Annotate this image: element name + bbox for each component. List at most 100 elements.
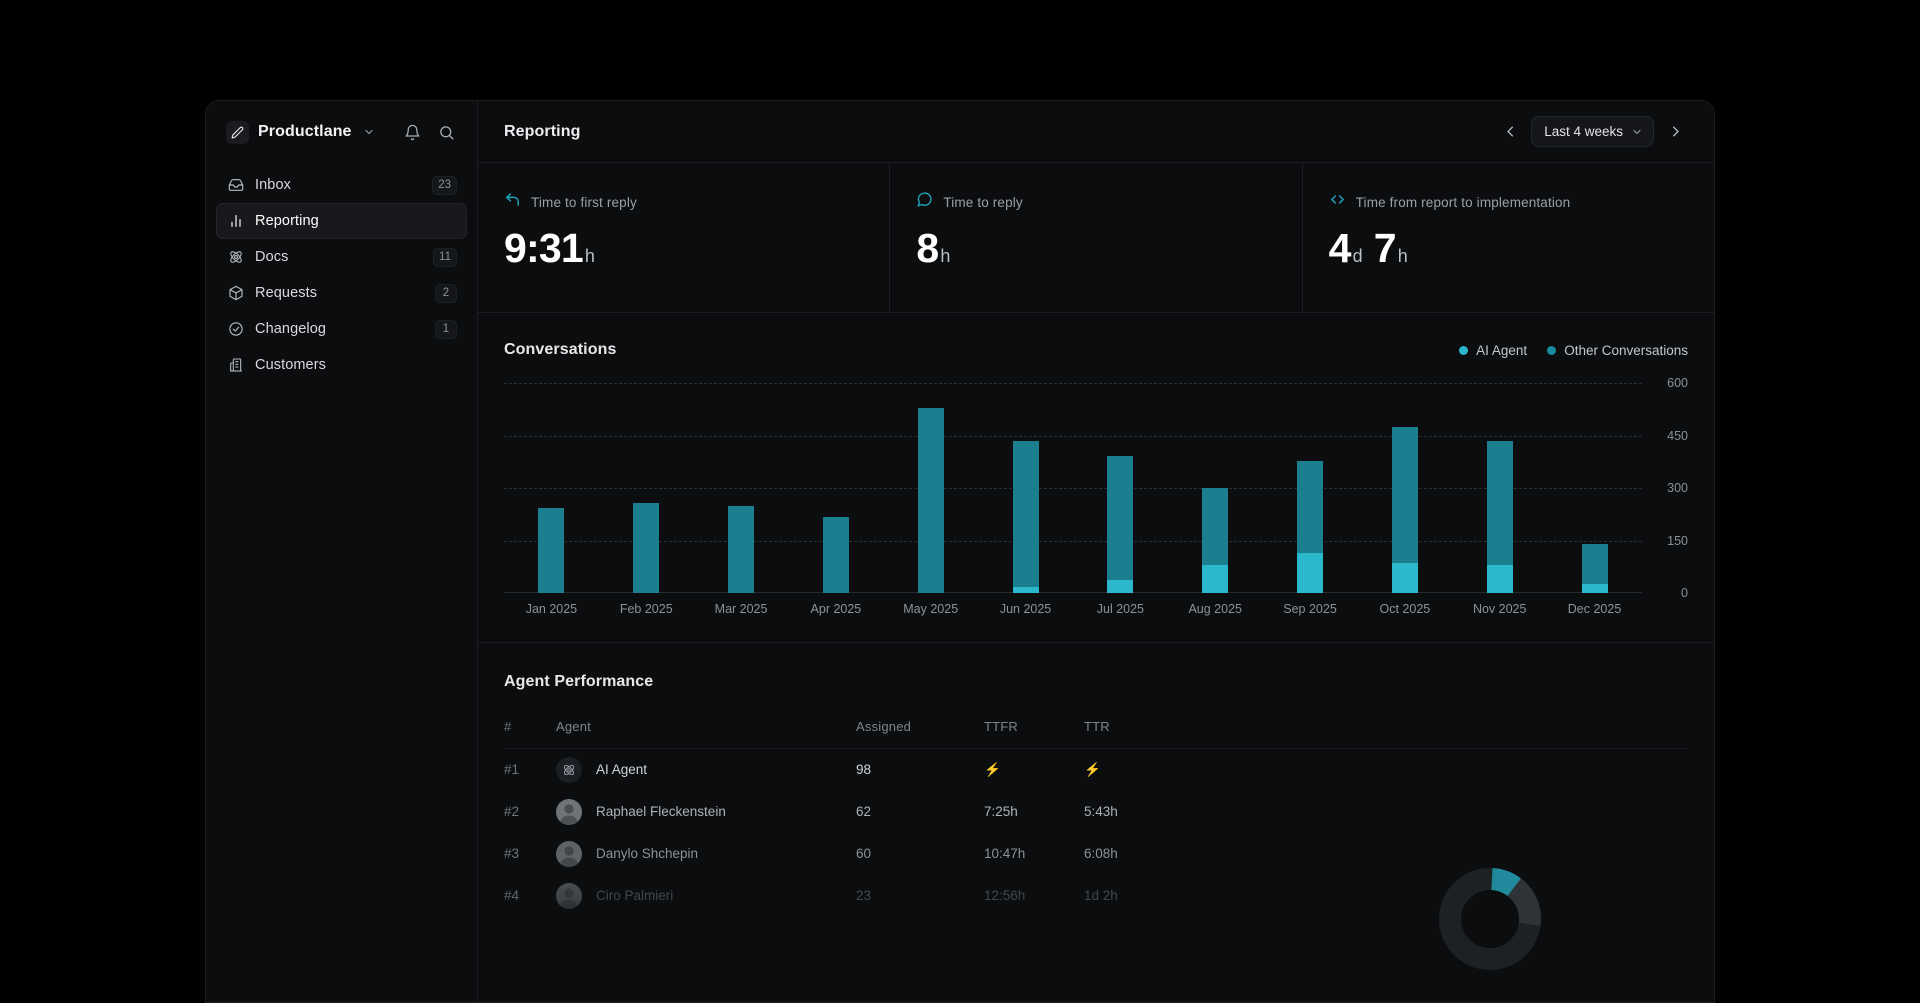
chart-x-tick-label: May 2025 [903,602,959,616]
chart-legend: AI Agent Other Conversations [1459,343,1688,358]
chart-bar-column[interactable] [883,383,978,593]
chart-bar-column[interactable] [788,383,883,593]
chart-x-tick-label: Dec 2025 [1567,602,1622,616]
cell-rank: #4 [504,888,520,903]
metric-number: 8 [916,225,939,271]
sidebar-item-customers[interactable]: Customers [216,347,467,383]
sidebar-item-changelog[interactable]: Changelog 1 [216,311,467,347]
cell-rank: #3 [504,846,520,861]
chart-y-tick-label: 300 [1667,481,1688,495]
chart-bars [504,383,1642,593]
page-title: Reporting [504,122,581,140]
chevron-down-icon [1633,129,1641,134]
workspace-header[interactable]: Productlane [206,101,477,163]
legend-label: Other Conversations [1564,342,1688,358]
legend-swatch [1459,345,1469,355]
atom-icon [227,249,244,266]
sidebar-item-docs[interactable]: Docs 11 [216,239,467,275]
main-content: Reporting Last 4 weeks [478,101,1714,1002]
bar-segment-ai-agent [1391,562,1418,593]
cell-agent: AI Agent [556,749,856,791]
legend-item-ai-agent[interactable]: AI Agent [1459,343,1527,358]
chart-x-axis [504,592,1642,593]
search-icon[interactable] [434,120,459,145]
bar-segment-other-conversations [1012,441,1039,588]
cell-rank: #1 [504,762,520,778]
chart-gridline [504,540,1642,542]
cell-ttr: 6:08h [1084,846,1118,861]
chart-bar-column[interactable] [1263,383,1358,593]
sidebar-item-label: Customers [255,357,326,373]
sidebar-badge-docs: 11 [433,247,457,267]
chart-bar-column[interactable] [1357,383,1452,593]
chart-bar-column[interactable] [504,383,599,593]
chart-bar-column[interactable] [694,383,789,593]
metric-label: Time to reply [943,194,1023,210]
bar-segment-other-conversations [1297,461,1324,553]
sidebar-item-inbox[interactable]: Inbox 23 [216,167,467,203]
table-row[interactable]: #2 Raphael Fleckenstein 62 7:25h 5:43h [504,791,1688,833]
chart-x-labels: Jan 2025 Feb 2025 Mar 2025 Apr 2025 May 2025… [504,602,1688,616]
legend-label: AI Agent [1476,342,1528,358]
chart-x-tick-label: Jan 2025 [525,602,578,616]
chart-y-tick-label: 0 [1681,586,1688,600]
chart-plot-area [504,383,1642,593]
date-range-select[interactable]: Last 4 weeks [1531,116,1654,147]
metric-cards: Time to first reply 9:31 h Time to reply … [478,163,1714,313]
donut-progress-icon [1434,863,1546,980]
chart-x-tick-label: Nov 2025 [1472,602,1527,616]
chart-bar-column[interactable] [599,383,694,593]
chart-x-tick-label: Feb 2025 [619,602,673,616]
metric-label: Time to first reply [531,194,637,210]
bar-segment-other-conversations [917,407,944,593]
cell-rank: #2 [504,804,520,819]
chart-bar-column[interactable] [978,383,1073,593]
agent-name: Ciro Palmieri [596,888,674,903]
chart-bar-column[interactable] [1073,383,1168,593]
cell-ttfr: 12:56h [984,888,1026,903]
column-header-agent: Agent [556,719,591,734]
chart-y-tick-label: 150 [1667,533,1688,548]
avatar [556,798,582,825]
bar-segment-other-conversations [1202,488,1229,565]
top-bar: Reporting Last 4 weeks [478,101,1714,163]
sidebar-badge-changelog: 1 [435,319,457,339]
bar-segment-ai-agent [1107,579,1134,593]
sidebar-fade [206,401,477,1002]
chart-x-tick-label: Mar 2025 [714,602,768,616]
sidebar-item-reporting[interactable]: Reporting [216,203,467,239]
agent-performance-section: Agent Performance # Agent Assigned TTFR … [478,643,1714,1002]
chevron-left-icon[interactable] [1495,117,1525,147]
bar-segment-ai-agent [1486,565,1513,593]
chart-bar-column[interactable] [1452,383,1547,593]
avatar [556,840,582,867]
table-row[interactable]: #1 AI Agent 98 ⚡ ⚡ [504,749,1688,791]
bell-icon[interactable] [400,120,425,145]
bar-segment-ai-agent [1202,564,1229,593]
date-range-controls: Last 4 weeks [1495,116,1690,147]
bar-segment-ai-agent [1297,552,1324,593]
legend-item-other-conversations[interactable]: Other Conversations [1547,343,1688,358]
metric-value: 9:31 h [504,225,889,272]
cell-ttfr: 7:25h [984,804,1018,819]
sidebar-nav: Inbox 23 Reporting Docs 11 [206,163,477,383]
agent-name: AI Agent [596,762,648,778]
chevron-right-icon[interactable] [1660,117,1690,147]
table-row[interactable]: #3 Danylo Shchepin 60 10:47h 6:08h [504,833,1688,875]
chevron-down-icon[interactable] [363,126,375,138]
metric-label: Time from report to implementation [1355,194,1571,210]
avatar [556,882,582,909]
sidebar-item-label: Requests [255,285,318,301]
chart-bar-column[interactable] [1168,383,1263,593]
chart-bar-column[interactable] [1547,383,1642,593]
sidebar-item-requests[interactable]: Requests 2 [216,275,467,311]
sidebar-item-label: Inbox [255,177,291,193]
cell-ttr: 5:43h [1084,804,1118,819]
bar-chart-icon [227,213,244,230]
bar-segment-other-conversations [1391,427,1418,563]
metric-unit-days: d [1352,246,1363,266]
chart-gridline [504,383,1642,384]
message-square-icon [916,191,933,213]
